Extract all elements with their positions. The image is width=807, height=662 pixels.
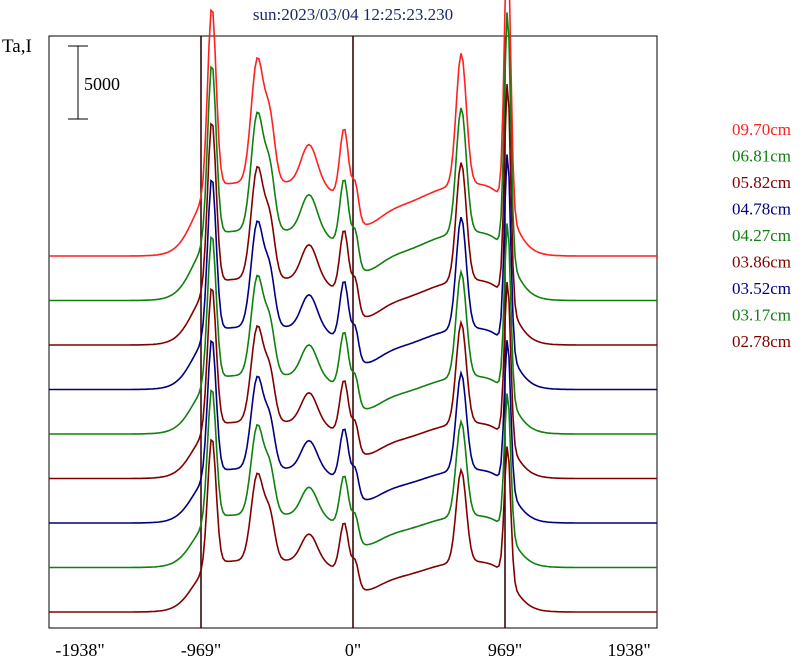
series-line-05.82cm [49,84,657,346]
series-line-03.17cm [49,389,657,569]
legend-entry: 03.17cm [732,306,791,325]
x-tick-label: -1938" [55,640,104,660]
legend: 09.70cm 06.81cm 05.82cm 04.78cm 04.27cm 03.86… [732,120,791,351]
legend-entry: 03.86cm [732,253,791,272]
series-line-04.78cm [49,154,657,391]
series-line-04.27cm [49,223,657,435]
series-line-03.86cm [49,282,657,480]
scale-bar-label: 5000 [84,74,120,94]
series-line-02.78cm [49,438,657,613]
x-tick-labels: -1938" -969" 0" 969" 1938" [55,640,650,660]
scale-bar: 5000 [68,45,120,120]
legend-entry: 02.78cm [732,332,791,351]
series-layer [49,0,657,613]
x-tick-label: -969" [181,640,221,660]
legend-entry: 05.82cm [732,173,791,192]
y-axis-label: Ta,I [2,36,32,57]
legend-entry: 09.70cm [732,120,791,139]
legend-entry: 03.52cm [732,279,791,298]
x-tick-label: 0" [345,640,361,660]
series-line-09.70cm [49,0,657,257]
legend-entry: 04.78cm [732,200,791,219]
legend-entry: 04.27cm [732,226,791,245]
series-line-06.81cm [49,12,657,302]
series-line-03.52cm [49,339,657,524]
x-tick-label: 969" [488,640,522,660]
chart-title: sun:2023/03/04 12:25:23.230 [253,5,453,24]
x-tick-label: 1938" [607,640,650,660]
legend-entry: 06.81cm [732,147,791,166]
